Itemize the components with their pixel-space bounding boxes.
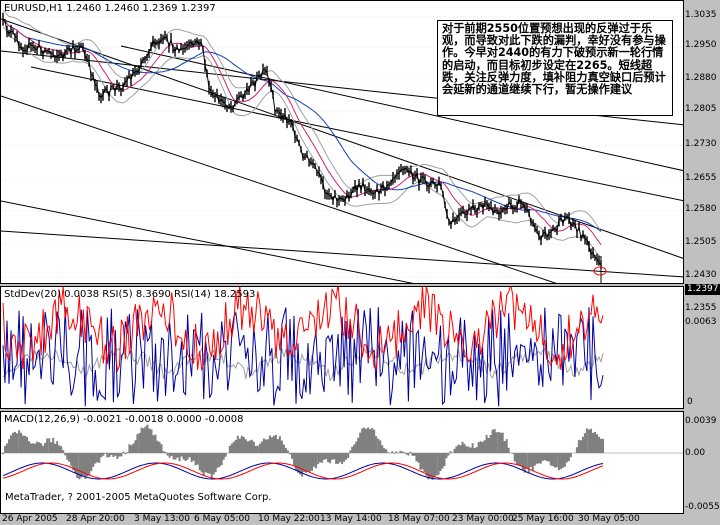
stddev-header: StdDev(20) 0.0038 RSI(5) 8.3690 RSI(14) … bbox=[4, 289, 256, 300]
macd-tick: 0.00 bbox=[685, 448, 706, 458]
stddev-tick: 0.0063 bbox=[685, 317, 717, 327]
current-price-label: 1.2397 bbox=[685, 284, 720, 295]
symbol-header: EURUSD,H1 1.2460 1.2460 1.2369 1.2397 bbox=[4, 3, 216, 14]
price-tick: 1.2805 bbox=[685, 104, 717, 114]
trend-line bbox=[120, 45, 683, 172]
time-label: 30 May 05:00 bbox=[578, 514, 640, 524]
trend-line bbox=[1, 230, 683, 278]
macd-canvas[interactable] bbox=[1, 412, 684, 514]
time-label: 6 May 05:00 bbox=[194, 514, 250, 524]
price-tick: 1.2355 bbox=[685, 303, 717, 313]
trend-line bbox=[30, 66, 683, 202]
macd-header: MACD(12,26,9) -0.0021 -0.0018 0.0000 -0.… bbox=[4, 414, 244, 425]
bollinger-lower-band bbox=[2, 26, 602, 259]
macd-tick: -0.0055 bbox=[685, 502, 720, 512]
rsi14-line bbox=[2, 287, 604, 373]
trend-line bbox=[1, 18, 683, 259]
macd-signal-line bbox=[2, 462, 604, 480]
price-chart-pane[interactable]: EURUSD,H1 1.2460 1.2460 1.2369 1.2397 对于… bbox=[0, 0, 684, 284]
time-axis[interactable]: 26 Apr 2005 28 Apr 20:00 3 May 13:00 6 M… bbox=[0, 514, 720, 525]
macd-tick: 0.0039 bbox=[685, 416, 717, 426]
price-tick: 1.2430 bbox=[685, 270, 717, 280]
bollinger-upper-band bbox=[2, 10, 602, 232]
price-tick: 1.2580 bbox=[685, 204, 717, 214]
time-label: 3 May 13:00 bbox=[134, 514, 190, 524]
price-tick: 1.2505 bbox=[685, 237, 717, 247]
time-label: 23 May 00:00 bbox=[452, 514, 514, 524]
stddev-rsi-pane[interactable]: StdDev(20) 0.0038 RSI(5) 8.3690 RSI(14) … bbox=[0, 286, 684, 409]
time-label: 25 May 16:00 bbox=[512, 514, 574, 524]
stddev-tick: 0 bbox=[687, 397, 693, 407]
trend-line bbox=[1, 95, 557, 283]
time-label: 18 May 07:00 bbox=[388, 514, 450, 524]
price-tick: 1.2655 bbox=[685, 173, 717, 183]
price-tick: 1.2950 bbox=[685, 40, 717, 50]
price-axis[interactable]: 1.3035 1.2950 1.2880 1.2805 1.2730 1.265… bbox=[685, 0, 720, 514]
rsi5-line bbox=[2, 306, 604, 407]
price-tick: 1.3035 bbox=[685, 10, 717, 20]
price-tick: 1.2880 bbox=[685, 73, 717, 83]
copyright-text: MetaTrader, ? 2001-2005 MetaQuotes Softw… bbox=[5, 492, 272, 503]
macd-histogram bbox=[2, 424, 604, 480]
analysis-comment: 对于前期2550位置预想出现的反弹过于乐观，而导致对此下跌的漏判，幸好没有参与操… bbox=[437, 20, 673, 116]
time-label: 28 Apr 20:00 bbox=[66, 514, 125, 524]
price-tick: 1.2730 bbox=[685, 139, 717, 149]
stddev-rsi-canvas[interactable] bbox=[1, 287, 684, 409]
macd-pane[interactable]: MACD(12,26,9) -0.0021 -0.0018 0.0000 -0.… bbox=[0, 411, 684, 514]
time-label: 13 May 14:00 bbox=[320, 514, 382, 524]
time-label: 26 Apr 2005 bbox=[2, 514, 58, 524]
breakout-marker bbox=[593, 266, 607, 276]
price-chart-canvas[interactable] bbox=[1, 1, 684, 284]
slow-moving-average-line bbox=[2, 18, 602, 232]
trend-line bbox=[1, 200, 414, 283]
price-close-line bbox=[2, 18, 602, 266]
time-label: 10 May 22:00 bbox=[258, 514, 320, 524]
